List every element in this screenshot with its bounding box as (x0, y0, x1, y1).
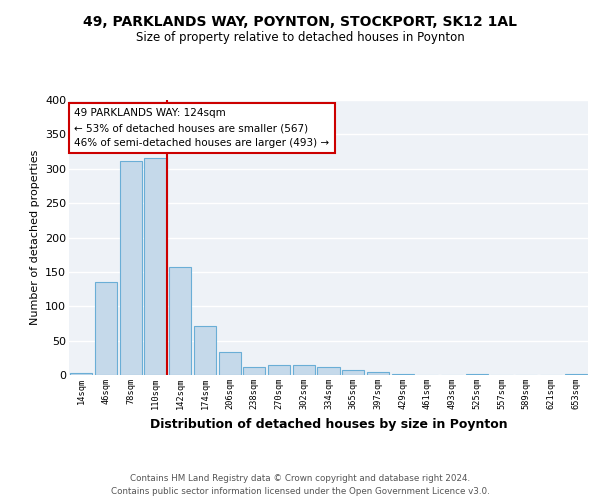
Bar (95, 282, 117, 375)
X-axis label: Distribution of detached houses by size in Poynton: Distribution of detached houses by size … (149, 418, 508, 430)
Bar (119, 161, 142, 375)
Bar (268, 364, 290, 375)
Bar (565, 374, 587, 375)
Text: 49, PARKLANDS WAY, POYNTON, STOCKPORT, SK12 1AL: 49, PARKLANDS WAY, POYNTON, STOCKPORT, S… (83, 16, 517, 30)
Bar (169, 267, 191, 375)
Text: Size of property relative to detached houses in Poynton: Size of property relative to detached ho… (136, 31, 464, 44)
Bar (218, 352, 241, 375)
Bar (243, 368, 265, 375)
Bar (367, 372, 389, 375)
Text: Contains HM Land Registry data © Crown copyright and database right 2024.
Contai: Contains HM Land Registry data © Crown c… (110, 474, 490, 496)
Text: 49 PARKLANDS WAY: 124sqm
← 53% of detached houses are smaller (567)
46% of semi-: 49 PARKLANDS WAY: 124sqm ← 53% of detach… (74, 108, 329, 148)
Bar (317, 368, 340, 375)
Bar (194, 326, 216, 375)
Bar (293, 366, 315, 375)
Bar (392, 374, 414, 375)
Bar (145, 158, 167, 375)
Bar (70, 373, 92, 375)
Bar (342, 370, 364, 375)
Bar (466, 374, 488, 375)
Y-axis label: Number of detached properties: Number of detached properties (29, 150, 40, 325)
